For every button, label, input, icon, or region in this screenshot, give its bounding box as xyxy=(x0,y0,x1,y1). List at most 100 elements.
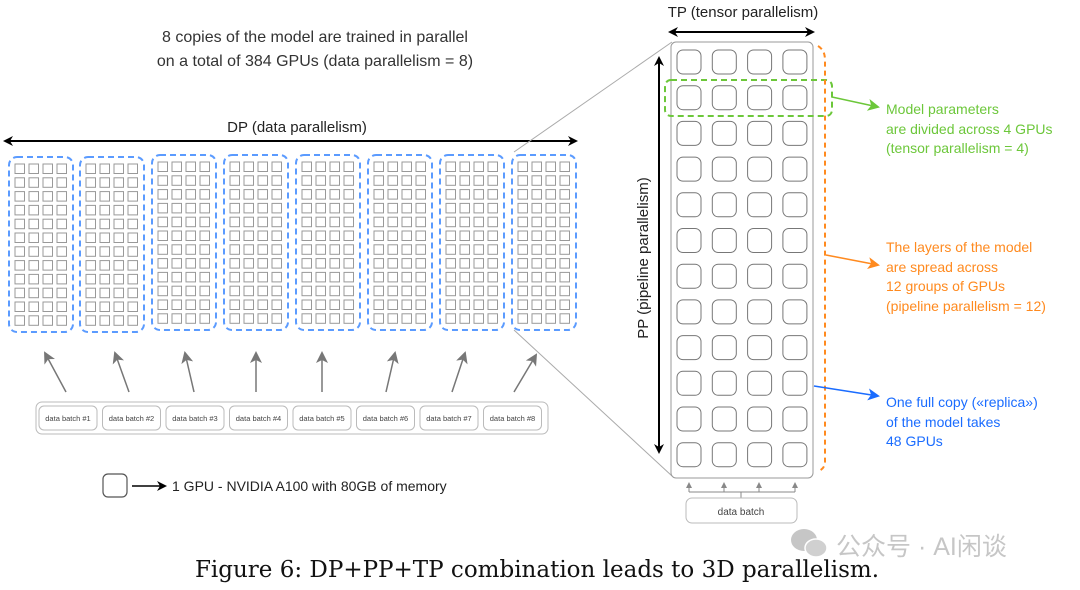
gpu-cell xyxy=(85,246,96,257)
gpu-cell xyxy=(157,258,168,269)
gpu-cell xyxy=(711,263,737,289)
gpu-cell xyxy=(373,258,384,269)
gpu-cell xyxy=(329,161,340,172)
gpu-cell xyxy=(343,271,354,283)
gpu-cell xyxy=(185,189,196,200)
gpu-cell xyxy=(113,315,124,326)
gpu-cell xyxy=(559,189,570,200)
gpu-cell xyxy=(315,202,326,214)
gpu-cell xyxy=(459,244,470,255)
gpu-cell xyxy=(127,287,138,299)
gpu-cell xyxy=(229,271,240,283)
gpu-cell xyxy=(127,232,138,243)
gpu-cell xyxy=(85,163,96,174)
gpu-cell xyxy=(85,191,96,202)
gpu-cell xyxy=(329,244,340,255)
gpu-cell xyxy=(676,192,702,218)
gpu-cell xyxy=(185,285,196,297)
gpu-cell xyxy=(676,406,702,432)
gpu-cell xyxy=(329,230,340,241)
gpu-cell xyxy=(14,301,25,312)
data-batch-label: data batch #8 xyxy=(490,414,535,423)
gpu-cell xyxy=(113,218,124,230)
gpu-cell xyxy=(56,177,67,188)
tensor-group-highlight xyxy=(664,79,833,117)
gpu-cell xyxy=(676,442,702,468)
batch-container xyxy=(35,401,549,435)
gpu-cell xyxy=(85,177,96,188)
gpu-cell xyxy=(257,175,268,186)
gpu-cell xyxy=(28,246,39,257)
data-batch-label: data batch #1 xyxy=(45,414,90,423)
gpu-cell xyxy=(127,246,138,257)
gpu-cell xyxy=(531,189,542,200)
gpu-cell xyxy=(56,232,67,243)
dp-group-outline xyxy=(367,154,433,331)
gpu-cell xyxy=(85,204,96,216)
pipeline-annotation-line: 12 groups of GPUs xyxy=(886,278,1005,294)
gpu-cell xyxy=(99,301,110,312)
gpu-cell xyxy=(401,175,412,186)
gpu-cell xyxy=(257,202,268,214)
gpu-cell xyxy=(113,204,124,216)
dp-replica-group xyxy=(439,154,505,331)
gpu-cell xyxy=(28,232,39,243)
gpu-cell xyxy=(487,230,498,241)
tensor-annotation-line: (tensor parallelism = 4) xyxy=(886,140,1029,156)
gpu-cell xyxy=(127,315,138,326)
gpu-cell xyxy=(315,189,326,200)
gpu-cell xyxy=(747,263,773,289)
data-batch-label: data batch #7 xyxy=(426,414,471,423)
gpu-cell xyxy=(559,216,570,228)
gpu-cell xyxy=(459,202,470,214)
gpu-cell xyxy=(531,175,542,186)
gpu-cell xyxy=(445,258,456,269)
gpu-cell xyxy=(113,191,124,202)
batch-arrows xyxy=(44,351,538,393)
gpu-cell xyxy=(373,285,384,297)
zoom-line-bottom xyxy=(513,329,673,477)
dp-group-outline xyxy=(439,154,505,331)
gpu-cell xyxy=(343,285,354,297)
gpu-cell xyxy=(531,216,542,228)
gpu-cell xyxy=(85,315,96,326)
gpu-cell xyxy=(199,202,210,214)
gpu-cell xyxy=(459,216,470,228)
batch-arrow xyxy=(181,351,195,393)
gpu-cell xyxy=(315,258,326,269)
gpu-cell xyxy=(85,218,96,230)
gpu-cell xyxy=(199,271,210,283)
gpu-cell xyxy=(459,175,470,186)
gpu-cell xyxy=(229,313,240,324)
gpu-cell xyxy=(56,246,67,257)
data-batch-box xyxy=(419,405,479,431)
dp-replica-group xyxy=(79,156,145,333)
tensor-annotation: Model parameters are divided across 4 GP… xyxy=(886,101,1053,156)
gpu-cell xyxy=(56,204,67,216)
gpu-cell xyxy=(301,230,312,241)
gpu-cell xyxy=(99,204,110,216)
gpu-legend-icon xyxy=(102,473,128,498)
replica-annotation: One full copy («replica») of the model t… xyxy=(886,394,1038,449)
pp-label: PP (pipeline parallelism) xyxy=(635,177,652,338)
gpu-cell xyxy=(157,313,168,324)
gpu-cell xyxy=(473,161,484,172)
gpu-cell xyxy=(99,232,110,243)
gpu-cell xyxy=(99,177,110,188)
gpu-cell xyxy=(517,313,528,324)
gpu-cell xyxy=(343,299,354,310)
gpu-cell xyxy=(329,271,340,283)
pipeline-annotation-line: are spread across xyxy=(886,259,998,275)
gpu-cell xyxy=(387,285,398,297)
gpu-cell xyxy=(343,230,354,241)
gpu-cell xyxy=(343,313,354,324)
gpu-cell xyxy=(14,204,25,216)
gpu-cell xyxy=(373,313,384,324)
gpu-cell xyxy=(229,285,240,297)
replica-box xyxy=(670,41,814,479)
gpu-cell xyxy=(676,263,702,289)
gpu-cell xyxy=(315,161,326,172)
gpu-cell xyxy=(545,313,556,324)
gpu-cell xyxy=(301,216,312,228)
gpu-cell xyxy=(56,273,67,285)
